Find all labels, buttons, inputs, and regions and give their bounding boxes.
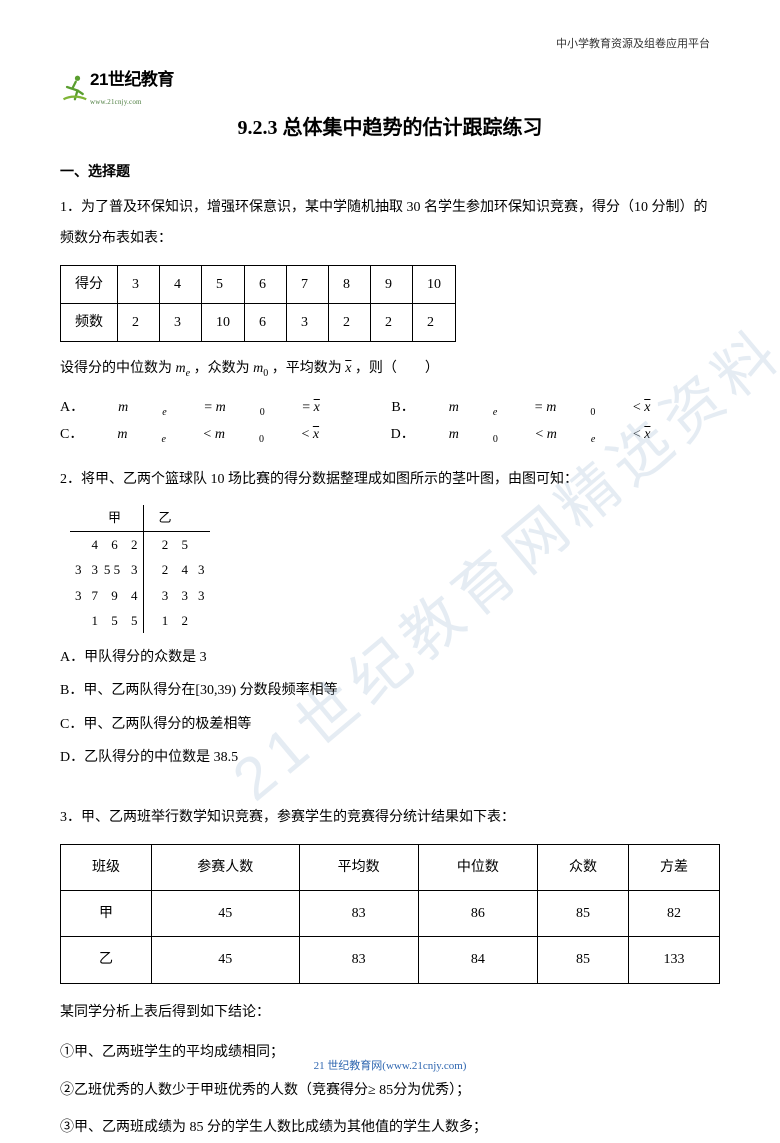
option-b: B．甲、乙两队得分在[30,39) 分数段频率相等: [60, 678, 720, 703]
header-cell: 平均数: [299, 845, 418, 891]
cell: 45: [151, 937, 299, 983]
cell: 4: [160, 265, 202, 303]
cell: 2: [371, 303, 413, 341]
cell: 10: [413, 265, 456, 303]
table-row: 乙 45 83 84 85 133: [61, 937, 720, 983]
cell: 83: [299, 937, 418, 983]
cell: 84: [418, 937, 537, 983]
stem-leaf-plot: 甲 乙 46 2 25 335 5 3 243 379 4 333 15 5: [70, 505, 720, 633]
cell: 3: [160, 303, 202, 341]
header-cell: 班级: [61, 845, 152, 891]
runner-icon: [60, 73, 88, 101]
cell: 2: [329, 303, 371, 341]
cell: 5: [202, 265, 245, 303]
logo: 21世纪教育 www.21cnjy.com: [60, 65, 174, 108]
cell: 9: [371, 265, 413, 303]
row-label: 频数: [61, 303, 118, 341]
table-row: 频数 2 3 10 6 3 2 2 2: [61, 303, 456, 341]
cell: 3: [287, 303, 329, 341]
cell: 3: [118, 265, 160, 303]
q2-text: 2．将甲、乙两个篮球队 10 场比赛的得分数据整理成如图所示的茎叶图，由图可知：: [60, 465, 720, 496]
cell: 7: [287, 265, 329, 303]
option-d: D．乙队得分的中位数是 38.5: [60, 745, 720, 770]
q3-table: 班级 参赛人数 平均数 中位数 众数 方差 甲 45 83 86 85 82 乙…: [60, 844, 720, 984]
logo-sub-text: www.21cnjy.com: [90, 96, 174, 109]
cell: 2: [118, 303, 160, 341]
q1-table: 得分 3 4 5 6 7 8 9 10 频数 2 3 10 6 3 2 2 2: [60, 265, 456, 342]
q2-options: A．甲队得分的众数是 3 B．甲、乙两队得分在[30,39) 分数段频率相等 C…: [60, 645, 720, 770]
option-c: C．甲、乙两队得分的极差相等: [60, 712, 720, 737]
q1-mid-text: 设得分的中位数为 me ，众数为 m0 ，平均数为 x ，则（ ）: [60, 354, 720, 385]
conclusion-3: ③甲、乙两班成绩为 85 分的学生人数比成绩为其他值的学生人数多；: [60, 1113, 720, 1142]
header-cell: 参赛人数: [151, 845, 299, 891]
q3-conclusions: ①甲、乙两班学生的平均成绩相同； ②乙班优秀的人数少于甲班优秀的人数（竞赛得分≥…: [60, 1038, 720, 1142]
footer-text: 21 世纪教育网(www.21cnjy.com): [0, 1057, 780, 1077]
txt: ，平均数为: [272, 361, 346, 376]
cell: 133: [629, 937, 720, 983]
txt: ，众数为: [194, 361, 254, 376]
txt: ，则（ ）: [355, 361, 439, 376]
option-a: A．甲队得分的众数是 3: [60, 645, 720, 670]
option-c: C．me < m0 < x: [60, 422, 353, 449]
header-cell: 众数: [538, 845, 629, 891]
q3-after: 某同学分析上表后得到如下结论：: [60, 998, 720, 1029]
cell: 83: [299, 891, 418, 937]
logo-main-text: 21世纪教育: [90, 65, 174, 96]
cell: 85: [538, 937, 629, 983]
option-a: A．me = m0 = x: [60, 395, 354, 422]
cell: 85: [538, 891, 629, 937]
page-content: 9.2.3 总体集中趋势的估计跟踪练习 一、选择题 1．为了普及环保知识，增强环…: [60, 110, 720, 1143]
header-cell: 中位数: [418, 845, 537, 891]
header-cell: 方差: [629, 845, 720, 891]
cell: 6: [245, 265, 287, 303]
option-d: D．m0 < me < x: [391, 422, 685, 449]
cell: 10: [202, 303, 245, 341]
section-label: 一、选择题: [60, 160, 720, 185]
table-row: 甲 45 83 86 85 82: [61, 891, 720, 937]
txt: 设得分的中位数为: [60, 361, 176, 376]
q3-text: 3．甲、乙两班举行数学知识竞赛，参赛学生的竞赛得分统计结果如下表：: [60, 803, 720, 834]
q1-options: A．me = m0 = x B．me = m0 < x C．me < m0 < …: [60, 395, 720, 449]
row-label: 得分: [61, 265, 118, 303]
page-title: 9.2.3 总体集中趋势的估计跟踪练习: [60, 110, 720, 146]
q1-text: 1．为了普及环保知识，增强环保意识，某中学随机抽取 30 名学生参加环保知识竞赛…: [60, 193, 720, 255]
cell: 8: [329, 265, 371, 303]
table-header-row: 班级 参赛人数 平均数 中位数 众数 方差: [61, 845, 720, 891]
cell: 82: [629, 891, 720, 937]
cell: 45: [151, 891, 299, 937]
cell: 2: [413, 303, 456, 341]
cell: 86: [418, 891, 537, 937]
cell: 甲: [61, 891, 152, 937]
table-row: 得分 3 4 5 6 7 8 9 10: [61, 265, 456, 303]
option-b: B．me = m0 < x: [391, 395, 684, 422]
header-right-text: 中小学教育资源及组卷应用平台: [556, 35, 710, 55]
cell: 6: [245, 303, 287, 341]
conclusion-2: ②乙班优秀的人数少于甲班优秀的人数（竞赛得分≥ 85分为优秀）；: [60, 1076, 720, 1105]
cell: 乙: [61, 937, 152, 983]
